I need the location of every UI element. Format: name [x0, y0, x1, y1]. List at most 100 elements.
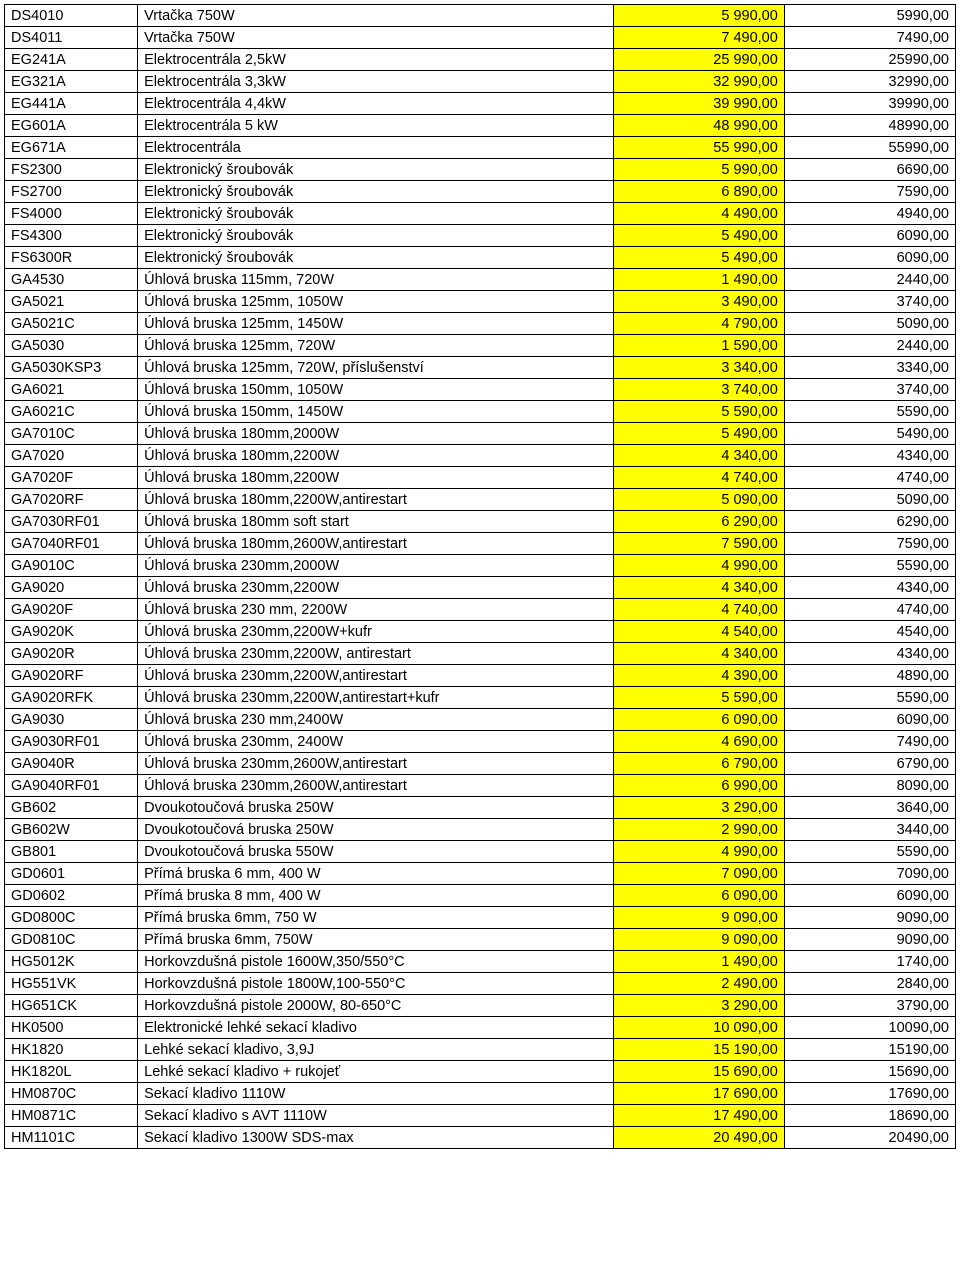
cell-price-plain: 6690,00 [784, 159, 955, 181]
cell-price-highlighted: 3 490,00 [613, 291, 784, 313]
cell-description: Dvoukotoučová bruska 250W [138, 797, 614, 819]
table-row: HK1820Lehké sekací kladivo, 3,9J15 190,0… [5, 1039, 956, 1061]
cell-price-highlighted: 4 490,00 [613, 203, 784, 225]
table-row: GA9010CÚhlová bruska 230mm,2000W4 990,00… [5, 555, 956, 577]
table-row: GA9040RF01Úhlová bruska 230mm,2600W,anti… [5, 775, 956, 797]
cell-price-highlighted: 4 990,00 [613, 841, 784, 863]
cell-code: FS6300R [5, 247, 138, 269]
cell-description: Úhlová bruska 115mm, 720W [138, 269, 614, 291]
price-table: DS4010Vrtačka 750W5 990,005990,00DS4011V… [4, 4, 956, 1149]
table-row: GB602WDvoukotoučová bruska 250W2 990,003… [5, 819, 956, 841]
cell-code: GA9040RF01 [5, 775, 138, 797]
table-row: GA7030RF01Úhlová bruska 180mm soft start… [5, 511, 956, 533]
cell-code: HK1820L [5, 1061, 138, 1083]
cell-price-highlighted: 3 290,00 [613, 995, 784, 1017]
cell-description: Horkovzdušná pistole 2000W, 80-650°C [138, 995, 614, 1017]
cell-price-plain: 5590,00 [784, 555, 955, 577]
cell-description: Úhlová bruska 180mm,2200W [138, 445, 614, 467]
cell-description: Úhlová bruska 125mm, 720W, příslušenství [138, 357, 614, 379]
cell-description: Elektronický šroubovák [138, 181, 614, 203]
cell-description: Úhlová bruska 230mm,2200W,antirestart+ku… [138, 687, 614, 709]
cell-code: GA9040R [5, 753, 138, 775]
cell-price-plain: 4940,00 [784, 203, 955, 225]
table-row: EG321AElektrocentrála 3,3kW32 990,003299… [5, 71, 956, 93]
cell-price-plain: 7490,00 [784, 731, 955, 753]
table-row: HG651CKHorkovzdušná pistole 2000W, 80-65… [5, 995, 956, 1017]
cell-price-highlighted: 48 990,00 [613, 115, 784, 137]
cell-price-highlighted: 17 690,00 [613, 1083, 784, 1105]
table-row: GA7020RFÚhlová bruska 180mm,2200W,antire… [5, 489, 956, 511]
cell-price-plain: 8090,00 [784, 775, 955, 797]
cell-price-highlighted: 3 740,00 [613, 379, 784, 401]
cell-price-plain: 48990,00 [784, 115, 955, 137]
cell-price-plain: 7090,00 [784, 863, 955, 885]
cell-description: Elektronický šroubovák [138, 225, 614, 247]
table-row: DS4010Vrtačka 750W5 990,005990,00 [5, 5, 956, 27]
cell-code: DS4011 [5, 27, 138, 49]
cell-description: Přímá bruska 6mm, 750 W [138, 907, 614, 929]
cell-code: HG5012K [5, 951, 138, 973]
cell-price-plain: 7490,00 [784, 27, 955, 49]
cell-price-highlighted: 4 540,00 [613, 621, 784, 643]
cell-code: GA9020 [5, 577, 138, 599]
cell-code: GA7020F [5, 467, 138, 489]
cell-price-plain: 32990,00 [784, 71, 955, 93]
cell-code: GA7010C [5, 423, 138, 445]
cell-price-highlighted: 4 740,00 [613, 599, 784, 621]
table-row: GA9020KÚhlová bruska 230mm,2200W+kufr4 5… [5, 621, 956, 643]
cell-price-plain: 3440,00 [784, 819, 955, 841]
cell-price-highlighted: 15 690,00 [613, 1061, 784, 1083]
cell-price-highlighted: 1 490,00 [613, 951, 784, 973]
cell-price-plain: 25990,00 [784, 49, 955, 71]
cell-price-plain: 4340,00 [784, 577, 955, 599]
table-row: GD0810CPřímá bruska 6mm, 750W9 090,00909… [5, 929, 956, 951]
cell-price-highlighted: 4 790,00 [613, 313, 784, 335]
cell-price-plain: 4740,00 [784, 599, 955, 621]
cell-code: GA4530 [5, 269, 138, 291]
cell-description: Sekací kladivo s AVT 1110W [138, 1105, 614, 1127]
cell-price-highlighted: 7 090,00 [613, 863, 784, 885]
cell-price-plain: 4340,00 [784, 643, 955, 665]
cell-price-plain: 39990,00 [784, 93, 955, 115]
cell-code: HK0500 [5, 1017, 138, 1039]
cell-price-highlighted: 4 990,00 [613, 555, 784, 577]
cell-price-highlighted: 5 590,00 [613, 687, 784, 709]
table-row: GA5030Úhlová bruska 125mm, 720W1 590,002… [5, 335, 956, 357]
cell-code: EG241A [5, 49, 138, 71]
cell-price-highlighted: 1 490,00 [613, 269, 784, 291]
cell-price-plain: 2840,00 [784, 973, 955, 995]
cell-description: Vrtačka 750W [138, 27, 614, 49]
table-row: EG241AElektrocentrála 2,5kW25 990,002599… [5, 49, 956, 71]
table-row: HG5012KHorkovzdušná pistole 1600W,350/55… [5, 951, 956, 973]
cell-price-highlighted: 7 590,00 [613, 533, 784, 555]
cell-price-highlighted: 25 990,00 [613, 49, 784, 71]
table-row: GA9030Úhlová bruska 230 mm,2400W6 090,00… [5, 709, 956, 731]
cell-description: Dvoukotoučová bruska 250W [138, 819, 614, 841]
cell-price-highlighted: 2 990,00 [613, 819, 784, 841]
cell-price-plain: 15190,00 [784, 1039, 955, 1061]
table-row: GA9040RÚhlová bruska 230mm,2600W,antires… [5, 753, 956, 775]
cell-price-plain: 3640,00 [784, 797, 955, 819]
table-row: EG441AElektrocentrála 4,4kW39 990,003999… [5, 93, 956, 115]
table-row: GD0800CPřímá bruska 6mm, 750 W9 090,0090… [5, 907, 956, 929]
cell-price-plain: 15690,00 [784, 1061, 955, 1083]
cell-code: GD0601 [5, 863, 138, 885]
cell-price-highlighted: 2 490,00 [613, 973, 784, 995]
cell-code: GB801 [5, 841, 138, 863]
cell-price-plain: 4540,00 [784, 621, 955, 643]
cell-code: GD0810C [5, 929, 138, 951]
cell-price-plain: 7590,00 [784, 181, 955, 203]
cell-description: Lehké sekací kladivo, 3,9J [138, 1039, 614, 1061]
cell-price-highlighted: 17 490,00 [613, 1105, 784, 1127]
cell-description: Úhlová bruska 150mm, 1450W [138, 401, 614, 423]
cell-price-plain: 1740,00 [784, 951, 955, 973]
cell-price-highlighted: 20 490,00 [613, 1127, 784, 1149]
cell-description: Úhlová bruska 180mm soft start [138, 511, 614, 533]
cell-price-plain: 3740,00 [784, 291, 955, 313]
cell-code: FS2300 [5, 159, 138, 181]
table-row: GA7020FÚhlová bruska 180mm,2200W4 740,00… [5, 467, 956, 489]
cell-code: GA7040RF01 [5, 533, 138, 555]
cell-description: Elektronický šroubovák [138, 203, 614, 225]
table-row: FS2300Elektronický šroubovák5 990,006690… [5, 159, 956, 181]
table-row: HK0500Elektronické lehké sekací kladivo1… [5, 1017, 956, 1039]
